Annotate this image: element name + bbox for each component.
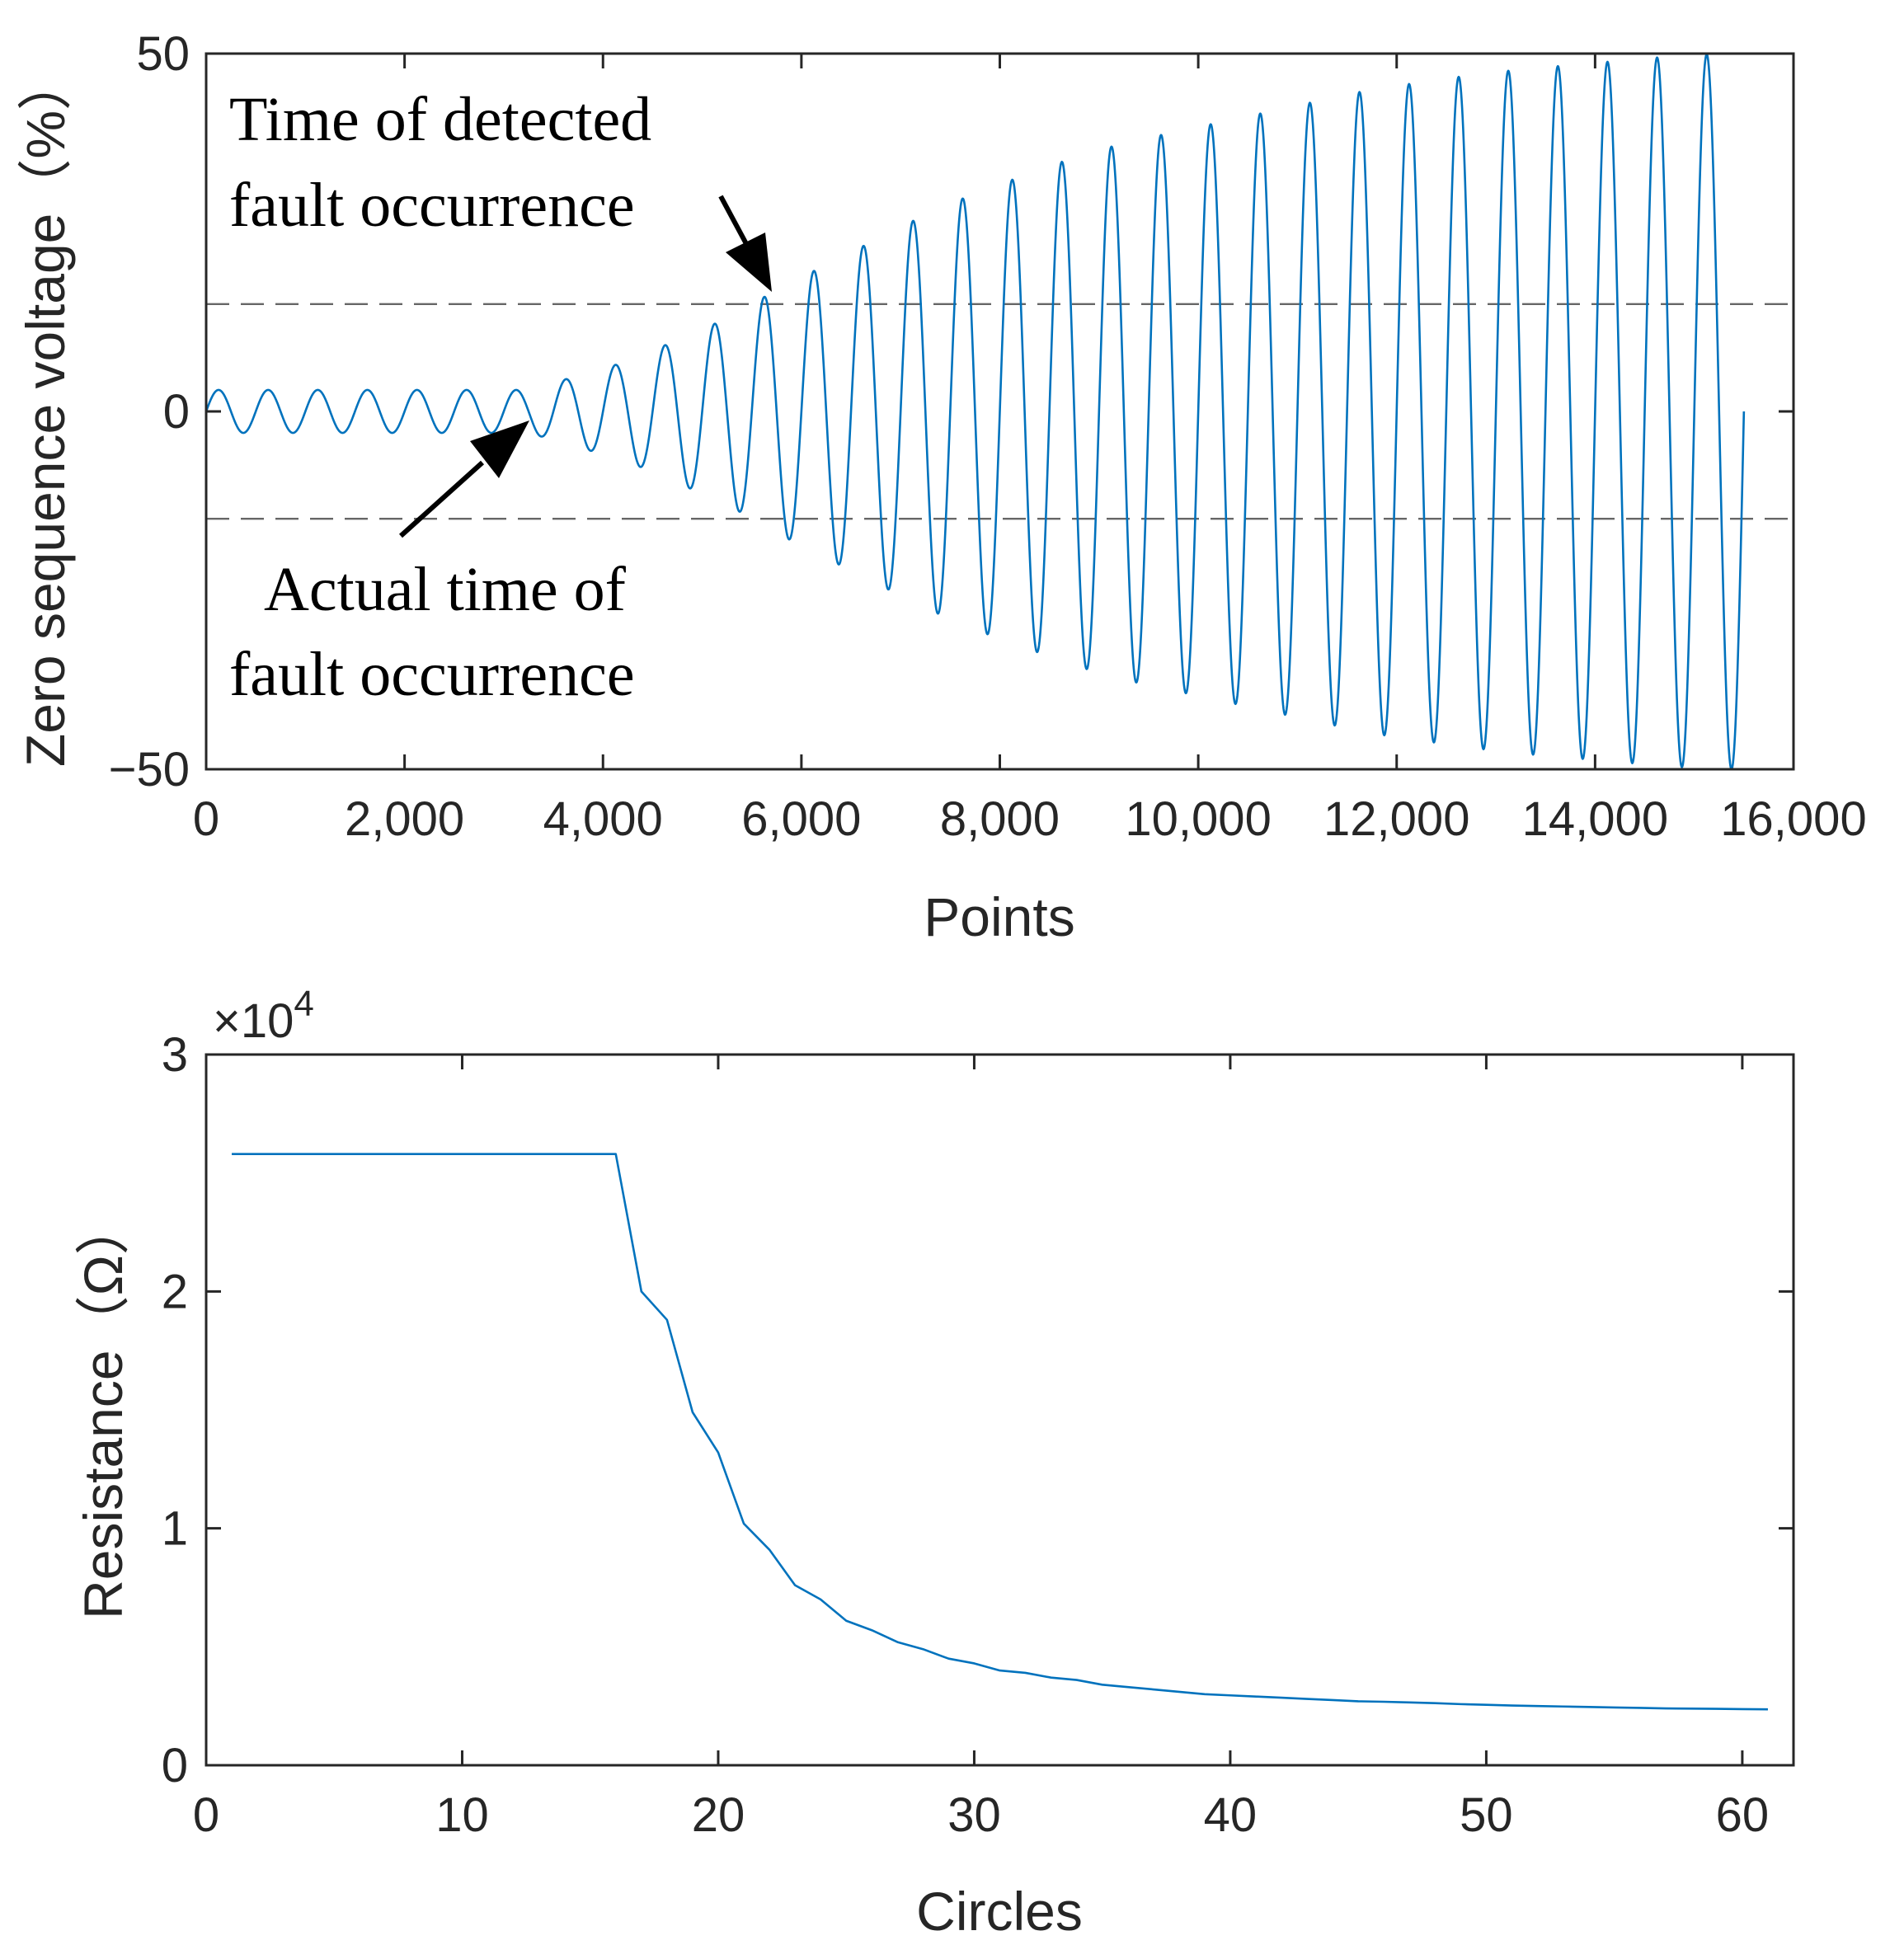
voltage-x-tick-label: 2,000 xyxy=(345,792,464,846)
resistance-y-axis-label: Resistance（Ω） xyxy=(73,1200,134,1619)
voltage-ticks: 0 2,000 4,000 6,000 8,000 10,000 12,000 14,000 1… xyxy=(109,27,1867,846)
arrow-detected xyxy=(718,195,772,292)
annotation-detected-line2: fault occurrence xyxy=(229,171,635,240)
voltage-x-tick-label: 14,000 xyxy=(1522,792,1668,846)
arrow-actual xyxy=(398,420,529,538)
voltage-axes-box xyxy=(205,52,1795,771)
voltage-x-tick-label: 4,000 xyxy=(543,792,663,846)
resistance-x-tick-label: 50 xyxy=(1460,1788,1513,1842)
resistance-x-tick-label: 10 xyxy=(435,1788,489,1842)
voltage-y-tick-label: −50 xyxy=(109,743,190,796)
resistance-x-tick-label: 20 xyxy=(692,1788,745,1842)
resistance-y-tick-label: 0 xyxy=(162,1739,188,1792)
resistance-y-tick-label: 1 xyxy=(162,1502,188,1556)
resistance-x-axis-label: Circles xyxy=(916,1881,1083,1942)
resistance-exponent-label: ×104 xyxy=(213,984,314,1048)
voltage-y-tick-label: 0 xyxy=(163,385,190,439)
annotation-detected-line1: Time of detected xyxy=(229,85,651,154)
annotation-actual-line1: Actual time of xyxy=(264,555,627,624)
voltage-x-tick-label: 16,000 xyxy=(1720,792,1866,846)
voltage-x-tick-label: 8,000 xyxy=(940,792,1060,846)
voltage-x-tick-label: 12,000 xyxy=(1323,792,1469,846)
resistance-y-tick-label: 2 xyxy=(162,1265,188,1318)
resistance-x-tick-label: 60 xyxy=(1716,1788,1770,1842)
voltage-y-tick-label: 50 xyxy=(136,27,190,81)
resistance-series-line xyxy=(232,1153,1768,1711)
resistance-x-tick-label: 30 xyxy=(947,1788,1001,1842)
annotation-actual-line2: fault occurrence xyxy=(229,640,635,709)
resistance-x-tick-label: 40 xyxy=(1204,1788,1258,1842)
resistance-plot-area xyxy=(206,1055,1794,1765)
voltage-chart: 0 2,000 4,000 6,000 8,000 10,000 12,000 14,000 1… xyxy=(15,27,1867,947)
voltage-series-line xyxy=(205,53,1746,771)
voltage-y-axis-label: Zero sequence voltage（%） xyxy=(15,56,76,767)
voltage-x-tick-label: 0 xyxy=(193,792,219,846)
resistance-x-tick-label: 0 xyxy=(193,1788,219,1842)
voltage-x-tick-label: 6,000 xyxy=(741,792,861,846)
resistance-axes-box xyxy=(205,1053,1795,1767)
resistance-y-tick-label: 3 xyxy=(162,1028,188,1082)
voltage-x-axis-label: Points xyxy=(924,886,1074,947)
resistance-chart: 0 10 20 30 40 50 60 0 1 2 3 ×104 Circles Resistanc… xyxy=(73,984,1795,1942)
voltage-x-tick-label: 10,000 xyxy=(1125,792,1271,846)
